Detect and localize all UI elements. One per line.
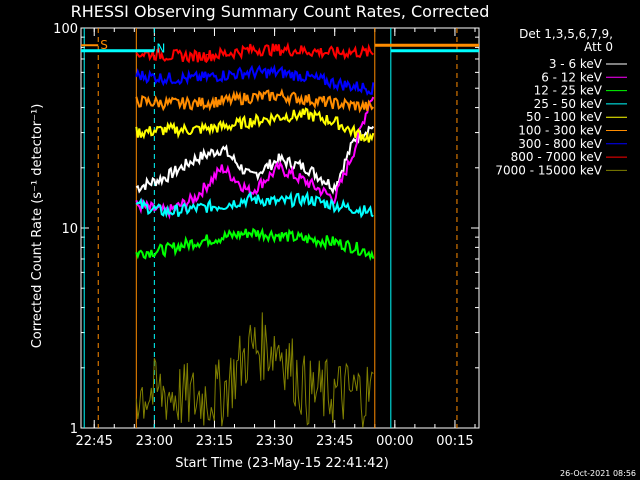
x-tick-label: 23:45 bbox=[316, 434, 353, 449]
legend-label: 100 - 300 keV bbox=[518, 124, 602, 138]
series-lines bbox=[81, 41, 479, 428]
flag-label-saa: S bbox=[100, 38, 108, 52]
x-tick-label: 00:15 bbox=[436, 434, 473, 449]
y-tick-label: 10 bbox=[61, 222, 78, 237]
chart-title: RHESSI Observing Summary Count Rates, Co… bbox=[71, 2, 490, 21]
series-line bbox=[135, 41, 374, 64]
x-axis-label: Start Time (23-May-15 22:41:42) bbox=[175, 456, 389, 471]
x-tick-label: 23:30 bbox=[256, 434, 293, 449]
series-line bbox=[135, 88, 375, 114]
series-line bbox=[135, 312, 374, 428]
plot-border bbox=[80, 27, 480, 429]
flag-label-night: N bbox=[156, 42, 165, 56]
plot-frame bbox=[80, 27, 480, 429]
legend-label: 800 - 7000 keV bbox=[511, 150, 603, 164]
x-tick-label: 23:15 bbox=[196, 434, 233, 449]
time-markers bbox=[83, 28, 458, 428]
legend-label: 25 - 50 keV bbox=[534, 97, 603, 111]
legend-header: Det 1,3,5,6,7,9, bbox=[519, 27, 613, 41]
flag-label-flare: F bbox=[204, 52, 211, 66]
y-axis-label: Corrected Count Rate (s⁻¹ detector⁻¹) bbox=[30, 104, 45, 349]
legend-label: 7000 - 15000 keV bbox=[495, 163, 602, 177]
legend-label: 50 - 100 keV bbox=[526, 110, 603, 124]
legend-label: 12 - 25 keV bbox=[534, 84, 603, 98]
legend-header: Att 0 bbox=[584, 40, 613, 54]
y-tick-label: 100 bbox=[53, 22, 78, 37]
series-line bbox=[135, 227, 375, 262]
legend-label: 6 - 12 keV bbox=[541, 70, 603, 84]
axis-ticks: 22:45 23:00 23:15 23:30 23:45 00:00 00:15 1 10 10… bbox=[53, 22, 479, 449]
x-tick-label: 00:00 bbox=[376, 434, 413, 449]
timestamp-annotation: 26-Oct-2021 08:56 bbox=[560, 469, 636, 478]
x-tick-label: 22:45 bbox=[75, 434, 112, 449]
series-line bbox=[135, 107, 375, 143]
series-line bbox=[135, 190, 374, 219]
flag-labels: S N F bbox=[100, 38, 211, 66]
legend-label: 3 - 6 keV bbox=[549, 57, 603, 71]
legend-label: 300 - 800 keV bbox=[518, 137, 602, 151]
series-line bbox=[135, 63, 375, 96]
x-tick-label: 23:00 bbox=[136, 434, 173, 449]
series-line bbox=[135, 125, 375, 195]
y-tick-label: 1 bbox=[70, 422, 78, 437]
